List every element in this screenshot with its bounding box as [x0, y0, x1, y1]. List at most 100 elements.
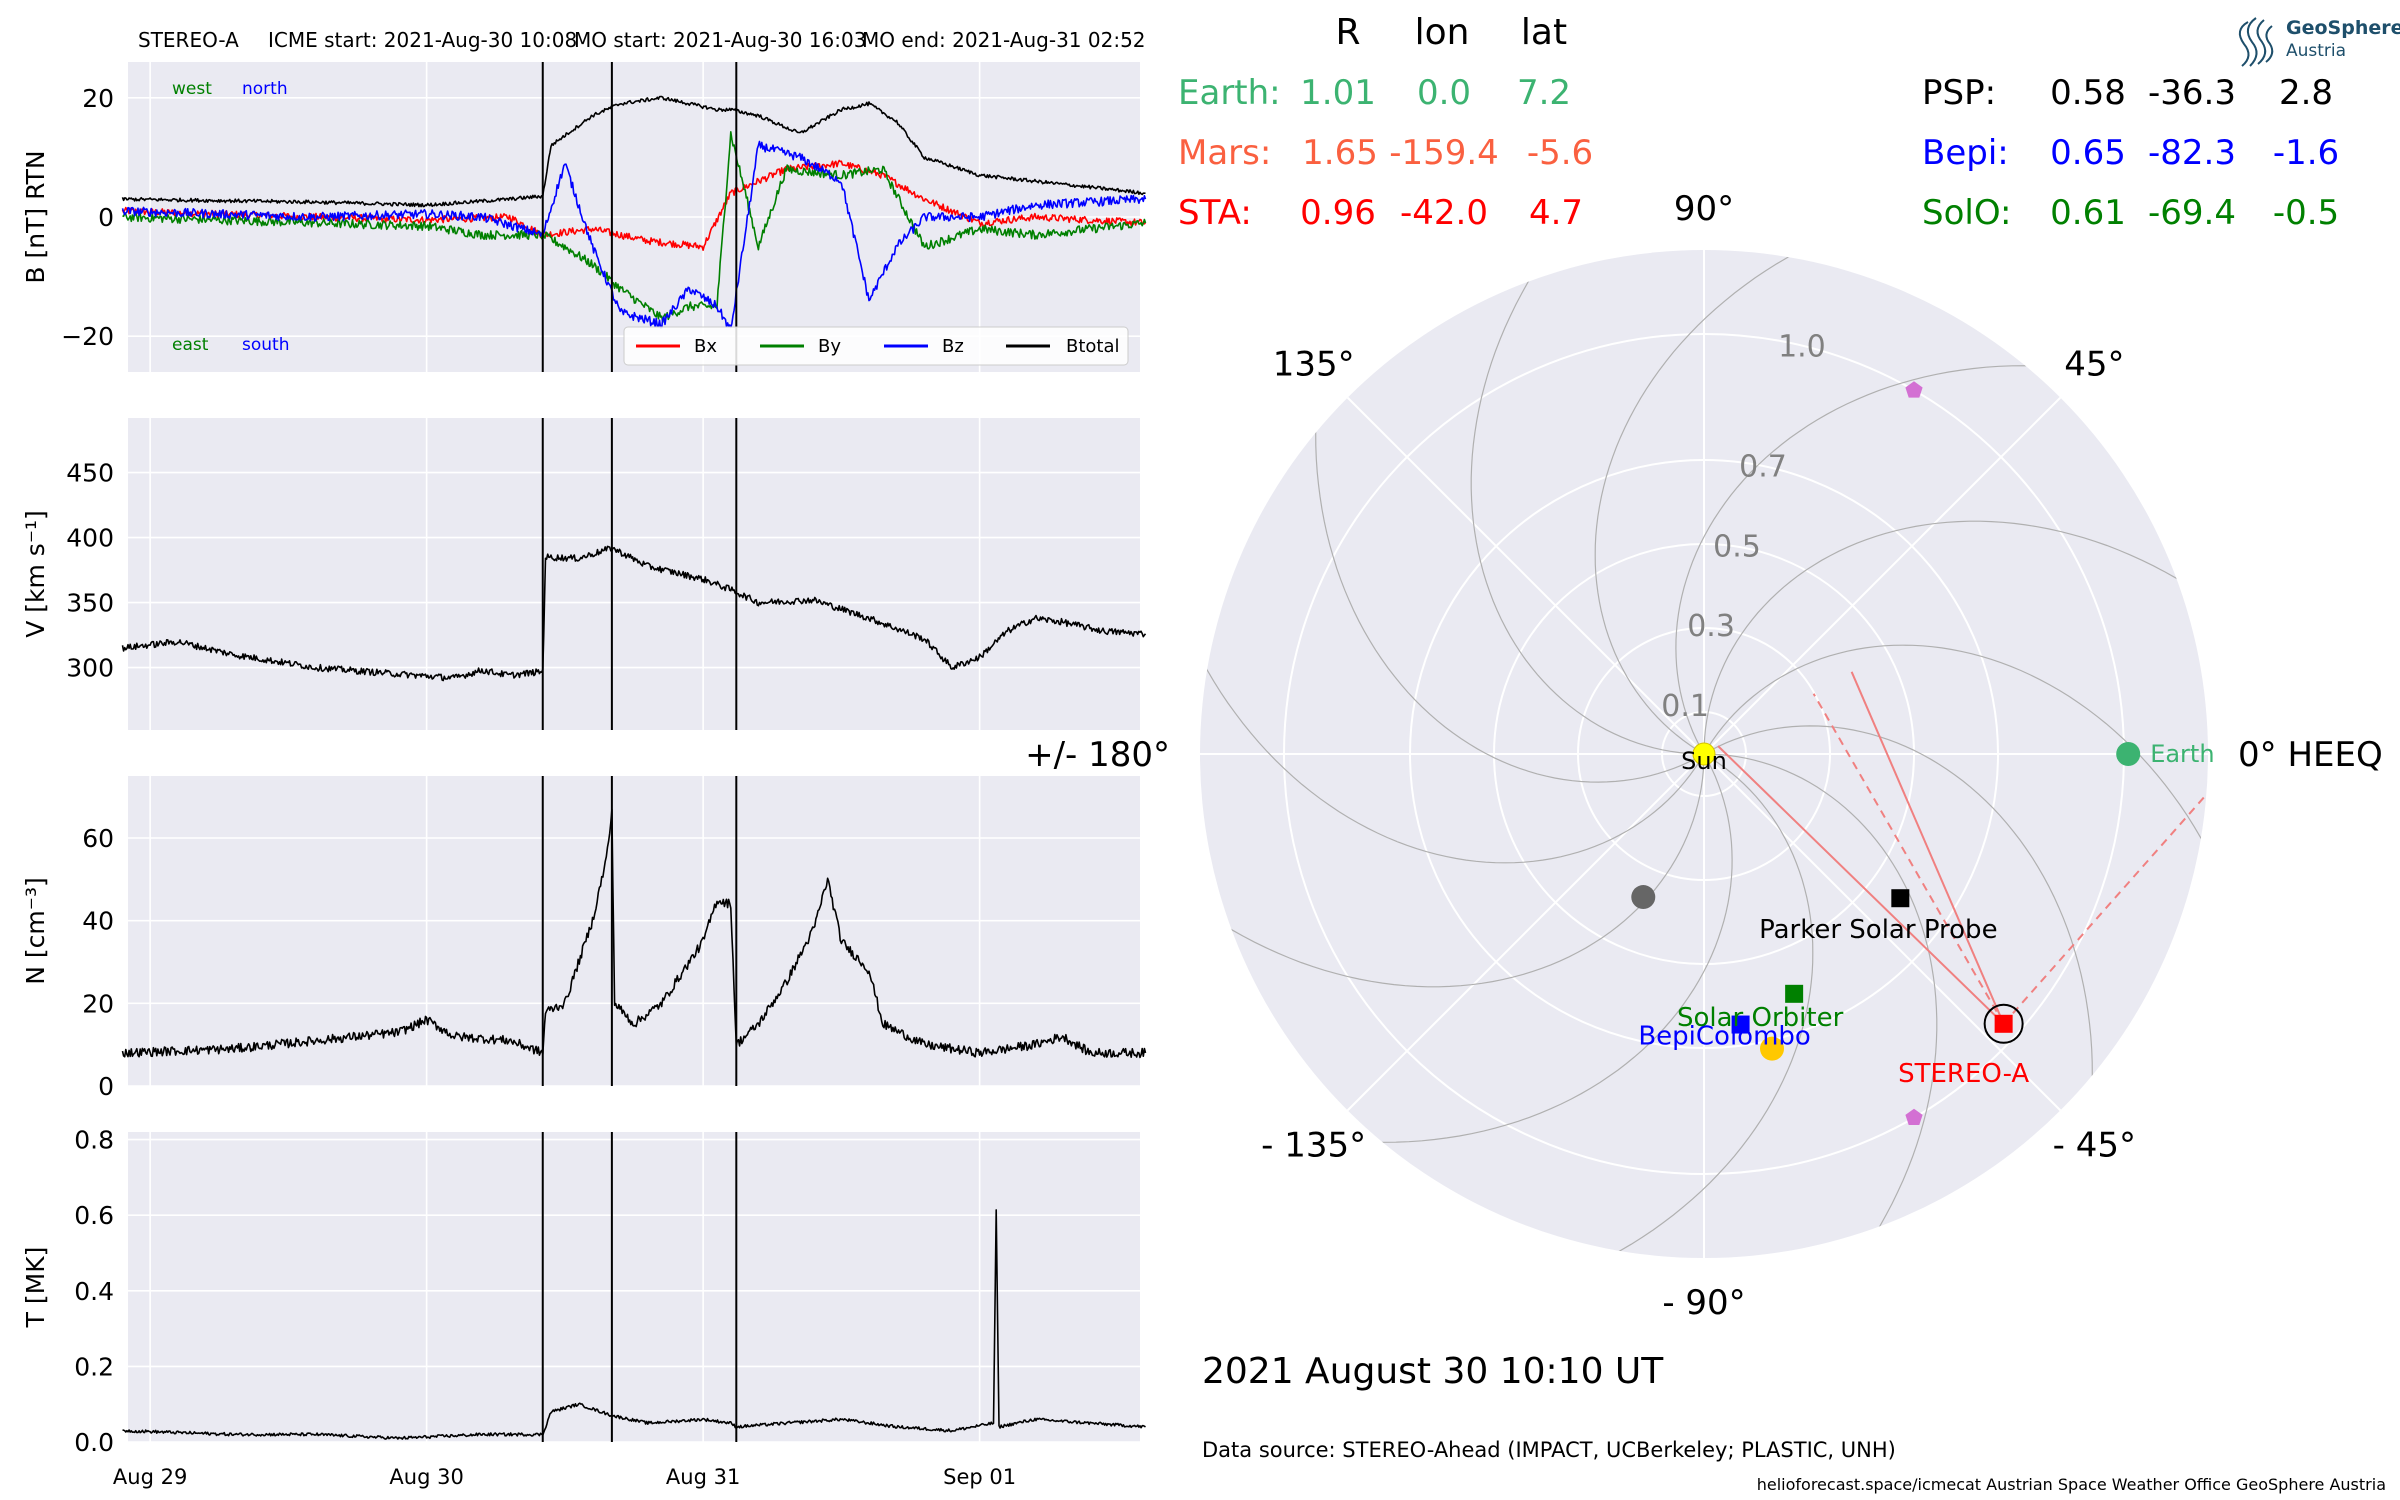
angle-label: - 45° [2053, 1125, 2136, 1165]
marker-stereo-a-ring [1983, 1003, 2024, 1044]
b-legend: Bx By Bz Btotal [623, 326, 1129, 366]
row-sta-lon: -42.0 [1400, 193, 1488, 233]
y-tick-label: 0 [98, 1072, 114, 1101]
x-tick-label: Aug 29 [113, 1465, 187, 1489]
y-tick-label: 60 [82, 824, 114, 853]
radial-tick-label: 0.1 [1661, 689, 1709, 724]
row-bepi-r: 0.65 [2050, 133, 2126, 173]
parker-spiral-line [1315, 309, 1697, 783]
row-earth-r: 1.01 [1300, 73, 1376, 113]
series-line-density [121, 808, 1147, 1059]
y-tick-label: 0.4 [74, 1277, 114, 1306]
row-bepi-lat: -1.6 [2273, 133, 2339, 173]
series-line-btotal [121, 95, 1146, 208]
angle-label: 45° [2064, 345, 2124, 385]
angular-grid-line [1346, 396, 1705, 755]
row-solo-label: SolO: [1922, 193, 2011, 233]
row-earth-lat: 7.2 [1517, 73, 1571, 113]
row-psp-r: 0.58 [2050, 73, 2126, 113]
angle-label: - 90° [1662, 1283, 1745, 1323]
panel-background [128, 776, 1140, 1086]
table-header-lon: lon [1415, 12, 1470, 53]
parker-spiral-line [1505, 757, 1814, 1258]
label-sun: Sun [1681, 747, 1727, 775]
y-tick-label: 300 [66, 654, 114, 683]
row-solo-r: 0.61 [2050, 193, 2126, 233]
series-line-bz [121, 140, 1147, 329]
label-earth: Earth [2150, 740, 2214, 768]
row-mars-lon: -159.4 [1389, 133, 1499, 173]
y-tick-label: 350 [66, 589, 114, 618]
parker-spiral-line [1594, 250, 1903, 751]
marker-mercury [1631, 885, 1656, 910]
label-parker-solar-probe: Parker Solar Probe [1759, 915, 1997, 945]
y-tick-label: 20 [82, 84, 114, 113]
label-solar-orbiter: Solar Orbiter [1677, 1003, 1844, 1033]
parker-spiral-line [1259, 761, 1733, 1143]
panel-speed: 300 350 400 450 V [km s⁻¹] [21, 418, 1147, 730]
row-earth-label: Earth: [1178, 73, 1281, 113]
header-mo-end: MO end: 2021-Aug-31 02:52 [862, 28, 1146, 52]
panel-temperature: 0.0 0.2 0.4 0.6 0.8 T [MK] [21, 1126, 1146, 1457]
positions-table: R lon lat Earth: 1.01 0.0 7.2 Mars: 1.65… [1178, 12, 2339, 233]
y-tick-label: 40 [82, 907, 114, 936]
parker-spiral-line [1200, 555, 1701, 864]
fov-line-dashed [1812, 693, 2005, 1025]
legend-bz: Bz [942, 336, 964, 357]
row-solo-lat: -0.5 [2273, 193, 2339, 233]
y-axis-label: T [MK] [21, 1247, 50, 1329]
row-earth-lon: 0.0 [1417, 73, 1471, 113]
polar-position-plot: 0.1 0.3 0.5 0.7 1.0 0° HEEQ 45° 90° 135° +/- 180°… [1025, 189, 2383, 1323]
legend-by: By [818, 336, 841, 357]
marker-venus [1760, 1036, 1785, 1061]
row-sta-label: STA: [1178, 193, 1252, 233]
panel-density: 0 20 40 60 N [cm⁻³] [21, 776, 1147, 1101]
panel-background [128, 418, 1140, 730]
y-tick-label: −20 [61, 322, 114, 351]
series-line-temperature [122, 1209, 1146, 1440]
fov-line-dashed [2002, 763, 2208, 1025]
row-bepi-lon: -82.3 [2148, 133, 2236, 173]
radial-tick-label: 1.0 [1778, 330, 1826, 365]
parker-spiral-line [1712, 753, 1938, 1258]
marker-solar-orbiter [1785, 984, 1804, 1003]
series-line-speed [121, 545, 1147, 682]
y-tick-label: 450 [66, 459, 114, 488]
panel-background [128, 1132, 1140, 1442]
angle-label: - 135° [1261, 1125, 1366, 1165]
parker-spirals [1200, 250, 2208, 1258]
row-solo-lon: -69.4 [2148, 193, 2236, 233]
logo-line1: GeoSphere [2286, 17, 2400, 39]
parker-spiral-line [1703, 520, 2208, 746]
angular-grid-line [1703, 396, 2062, 755]
row-mars-r: 1.65 [1302, 133, 1378, 173]
logo-line2: Austria [2286, 41, 2346, 61]
row-psp-lat: 2.8 [2279, 73, 2333, 113]
angular-grid-line [1703, 753, 2062, 1112]
row-mars-label: Mars: [1178, 133, 1271, 173]
marker-parker-solar-probe [1891, 889, 1910, 908]
parker-spiral-line [1707, 644, 2208, 953]
footer: helioforecast.space/icmecat Austrian Spa… [1757, 1475, 2386, 1494]
legend-btotal: Btotal [1066, 336, 1120, 357]
row-psp-lon: -36.3 [2148, 73, 2236, 113]
marker-l4 [1905, 381, 1923, 398]
y-tick-label: 0.2 [74, 1352, 114, 1381]
annotation-west: west [172, 79, 212, 99]
annotation-north: north [242, 79, 288, 99]
header-icme-start: ICME start: 2021-Aug-30 10:08 [268, 28, 577, 52]
data-source: Data source: STEREO-Ahead (IMPACT, UCBer… [1202, 1438, 1896, 1462]
parker-spiral-line [1675, 365, 2149, 747]
legend-bx: Bx [694, 336, 717, 357]
radial-tick-label: 0.7 [1739, 449, 1787, 484]
marker-bepicolombo [1731, 1015, 1750, 1034]
y-tick-label: 20 [82, 989, 114, 1018]
y-tick-label: 0 [98, 203, 114, 232]
parker-spiral-line [1200, 762, 1705, 988]
y-axis-label: V [km s⁻¹] [21, 510, 50, 638]
table-header-lat: lat [1521, 12, 1567, 53]
marker-sun [1692, 742, 1716, 766]
sta-fov-lines [1717, 671, 2208, 1025]
row-psp-label: PSP: [1922, 73, 1996, 113]
label-bepicolombo: BepiColombo [1638, 1022, 1811, 1052]
